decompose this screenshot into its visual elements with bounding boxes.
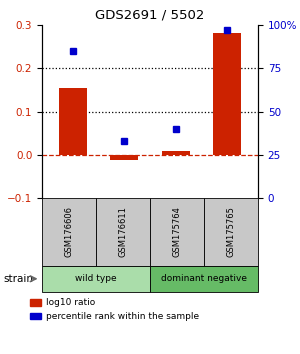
Text: GSM175765: GSM175765 <box>226 206 236 257</box>
Text: wild type: wild type <box>75 274 117 283</box>
Text: GSM175764: GSM175764 <box>172 206 182 257</box>
Bar <box>59 88 87 155</box>
Text: strain: strain <box>3 274 33 284</box>
Text: dominant negative: dominant negative <box>161 274 247 283</box>
Bar <box>110 155 138 160</box>
Text: GSM176611: GSM176611 <box>118 206 127 257</box>
Text: log10 ratio: log10 ratio <box>46 298 96 307</box>
Bar <box>162 150 190 155</box>
Text: GDS2691 / 5502: GDS2691 / 5502 <box>95 9 205 22</box>
Bar <box>213 33 241 155</box>
Text: GSM176606: GSM176606 <box>64 206 74 257</box>
Text: percentile rank within the sample: percentile rank within the sample <box>46 312 200 321</box>
